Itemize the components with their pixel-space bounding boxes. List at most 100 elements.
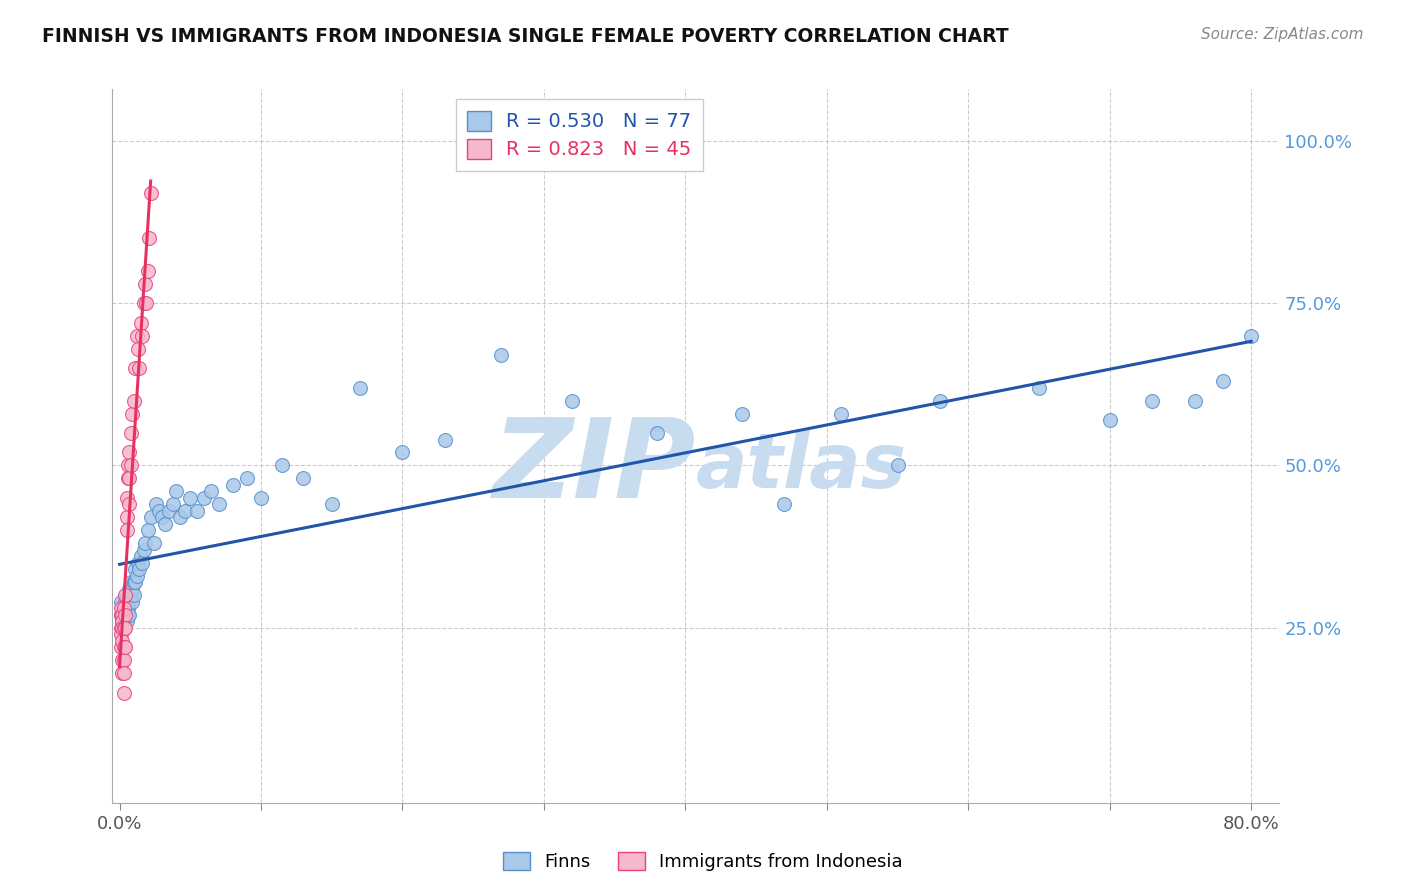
Point: [150, 510, 173, 524]
Point: [115, 524, 138, 538]
Point: [1240, 328, 1263, 343]
Point: [773, 497, 796, 511]
Point: [112, 653, 135, 667]
Point: [139, 510, 162, 524]
Text: FINNISH VS IMMIGRANTS FROM INDONESIA SINGLE FEMALE POVERTY CORRELATION CHART: FINNISH VS IMMIGRANTS FROM INDONESIA SIN…: [42, 27, 1010, 45]
Point: [111, 621, 134, 635]
Point: [136, 264, 159, 278]
Point: [111, 633, 134, 648]
Point: [111, 607, 134, 622]
Point: [250, 491, 273, 505]
Point: [111, 614, 134, 628]
Point: [929, 393, 952, 408]
Point: [112, 607, 135, 622]
Point: [112, 601, 135, 615]
Point: [118, 471, 141, 485]
Point: [391, 445, 413, 459]
Point: [132, 296, 155, 310]
Point: [110, 640, 132, 654]
Point: [1098, 413, 1121, 427]
Point: [111, 666, 134, 681]
Point: [122, 588, 145, 602]
Point: [886, 458, 908, 473]
Point: [138, 231, 160, 245]
Point: [139, 186, 162, 200]
Point: [222, 478, 245, 492]
Point: [131, 328, 153, 343]
Point: [134, 277, 156, 291]
Point: [121, 407, 143, 421]
Point: [142, 536, 165, 550]
Point: [122, 575, 145, 590]
Point: [115, 607, 138, 622]
Point: [114, 607, 136, 622]
Point: [132, 542, 155, 557]
Text: Source: ZipAtlas.com: Source: ZipAtlas.com: [1201, 27, 1364, 42]
Point: [136, 524, 159, 538]
Point: [122, 393, 145, 408]
Point: [645, 425, 668, 440]
Point: [110, 601, 132, 615]
Point: [292, 471, 315, 485]
Point: [110, 607, 132, 622]
Point: [120, 575, 142, 590]
Point: [131, 556, 153, 570]
Point: [111, 601, 134, 615]
Point: [128, 562, 150, 576]
Point: [193, 491, 215, 505]
Point: [115, 588, 138, 602]
Point: [173, 504, 195, 518]
Point: [1140, 393, 1163, 408]
Point: [145, 497, 167, 511]
Point: [115, 491, 138, 505]
Point: [200, 484, 222, 499]
Point: [112, 666, 135, 681]
Text: atlas: atlas: [696, 431, 907, 504]
Point: [120, 425, 142, 440]
Point: [114, 621, 136, 635]
Point: [120, 458, 142, 473]
Point: [121, 582, 143, 596]
Point: [112, 621, 135, 635]
Point: [110, 627, 132, 641]
Point: [830, 407, 852, 421]
Point: [112, 614, 135, 628]
Point: [118, 607, 141, 622]
Point: [115, 601, 138, 615]
Point: [114, 640, 136, 654]
Point: [134, 536, 156, 550]
Point: [127, 556, 149, 570]
Point: [112, 640, 135, 654]
Point: [118, 445, 141, 459]
Point: [153, 516, 176, 531]
Point: [124, 575, 146, 590]
Point: [110, 607, 132, 622]
Point: [271, 458, 294, 473]
Point: [125, 568, 148, 582]
Point: [157, 504, 180, 518]
Point: [731, 407, 754, 421]
Point: [117, 471, 139, 485]
Point: [127, 342, 149, 356]
Point: [433, 433, 456, 447]
Point: [114, 601, 136, 615]
Point: [115, 614, 138, 628]
Point: [321, 497, 343, 511]
Point: [129, 316, 152, 330]
Point: [1184, 393, 1206, 408]
Point: [118, 595, 141, 609]
Point: [117, 588, 139, 602]
Point: [129, 549, 152, 564]
Point: [186, 504, 208, 518]
Point: [112, 685, 135, 699]
Legend: R = 0.530   N = 77, R = 0.823   N = 45: R = 0.530 N = 77, R = 0.823 N = 45: [456, 99, 703, 171]
Point: [491, 348, 513, 362]
Point: [111, 653, 134, 667]
Point: [125, 328, 148, 343]
Point: [120, 588, 142, 602]
Point: [124, 562, 146, 576]
Point: [110, 595, 132, 609]
Point: [118, 497, 141, 511]
Point: [118, 582, 141, 596]
Legend: Finns, Immigrants from Indonesia: Finns, Immigrants from Indonesia: [496, 845, 910, 879]
